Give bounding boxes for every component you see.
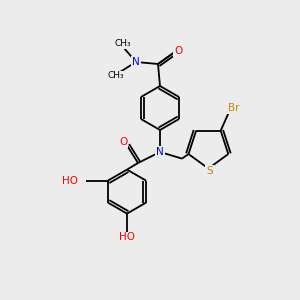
Text: CH₃: CH₃ <box>107 71 124 80</box>
Text: CH₃: CH₃ <box>115 39 131 48</box>
Text: N: N <box>156 147 164 157</box>
Text: HO: HO <box>62 176 78 186</box>
Text: HO: HO <box>119 232 135 242</box>
Text: O: O <box>174 46 182 56</box>
Text: O: O <box>119 137 127 147</box>
Text: N: N <box>132 57 140 67</box>
Text: Br: Br <box>228 103 239 113</box>
Text: S: S <box>206 166 213 176</box>
